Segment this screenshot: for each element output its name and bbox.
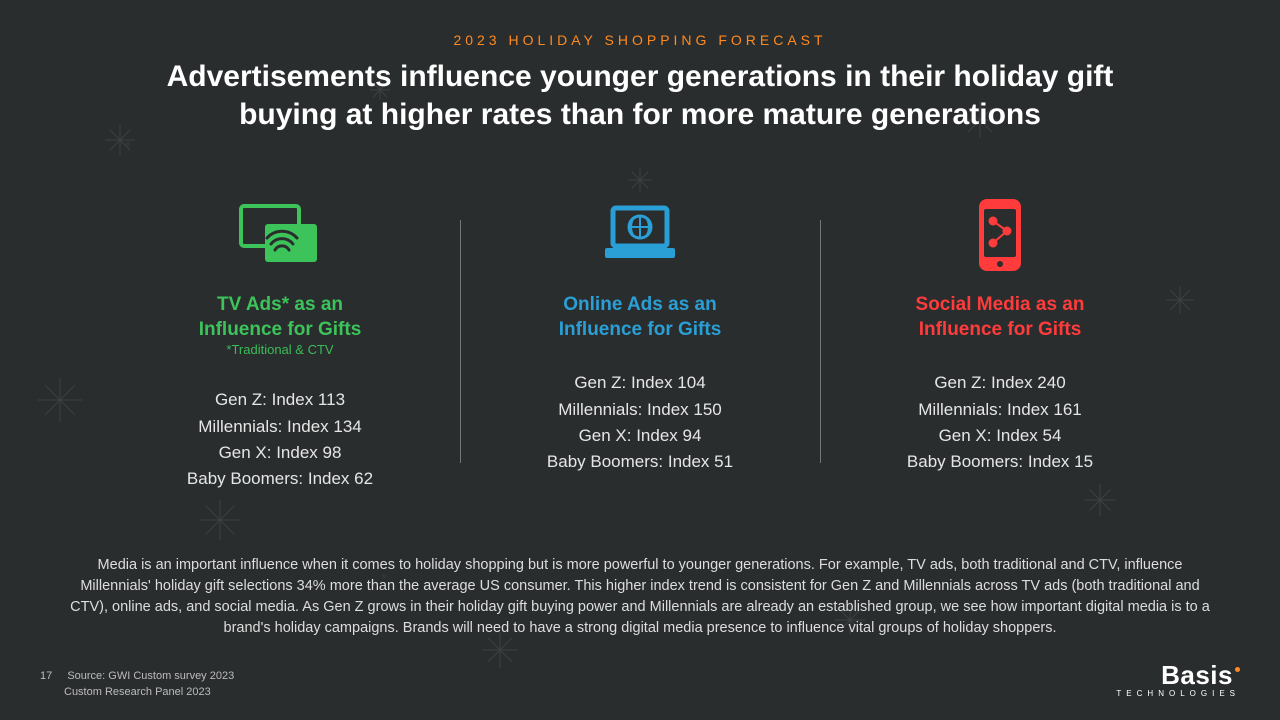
eyebrow-title: 2023 HOLIDAY SHOPPING FORECAST xyxy=(0,32,1280,48)
title-line: Influence for Gifts xyxy=(490,318,790,343)
data-row: Millennials: Index 161 xyxy=(850,397,1150,423)
source-line-1: Source: GWI Custom survey 2023 xyxy=(67,670,234,682)
title-line: Influence for Gifts xyxy=(130,318,430,343)
column-tv-ads: TV Ads* as an Influence for Gifts *Tradi… xyxy=(100,195,460,493)
column-title: Social Media as an Influence for Gifts xyxy=(850,293,1150,342)
main-headline: Advertisements influence younger generat… xyxy=(140,58,1140,133)
columns-container: TV Ads* as an Influence for Gifts *Tradi… xyxy=(100,195,1180,493)
logo-word: Basis xyxy=(1161,660,1233,690)
page-number: 17 xyxy=(40,669,52,684)
column-subtitle: *Traditional & CTV xyxy=(130,342,430,359)
data-row: Gen Z: Index 104 xyxy=(490,370,790,396)
column-online-ads: Online Ads as an Influence for Gifts Gen… xyxy=(460,195,820,493)
phone-social-icon xyxy=(850,195,1150,275)
body-paragraph: Media is an important influence when it … xyxy=(70,555,1210,639)
title-line: Online Ads as an xyxy=(490,293,790,318)
data-row: Baby Boomers: Index 62 xyxy=(130,466,430,492)
data-list: Gen Z: Index 113 Millennials: Index 134 … xyxy=(130,387,430,492)
data-row: Baby Boomers: Index 15 xyxy=(850,449,1150,475)
data-row: Gen X: Index 98 xyxy=(130,440,430,466)
laptop-globe-icon xyxy=(490,195,790,275)
data-row: Gen X: Index 54 xyxy=(850,423,1150,449)
data-row: Gen Z: Index 240 xyxy=(850,370,1150,396)
data-row: Baby Boomers: Index 51 xyxy=(490,449,790,475)
title-line: TV Ads* as an xyxy=(130,293,430,318)
brand-logo: Basis TECHNOLOGIES xyxy=(1116,660,1240,698)
footer-source: 17 Source: GWI Custom survey 2023 Custom… xyxy=(40,669,234,700)
data-row: Gen Z: Index 113 xyxy=(130,387,430,413)
data-row: Gen X: Index 94 xyxy=(490,423,790,449)
logo-subtext: TECHNOLOGIES xyxy=(1116,689,1240,698)
data-list: Gen Z: Index 240 Millennials: Index 161 … xyxy=(850,370,1150,475)
data-list: Gen Z: Index 104 Millennials: Index 150 … xyxy=(490,370,790,475)
tv-wifi-icon xyxy=(130,195,430,275)
column-social-media: Social Media as an Influence for Gifts G… xyxy=(820,195,1180,493)
logo-dot-icon xyxy=(1235,667,1240,672)
column-title: TV Ads* as an Influence for Gifts *Tradi… xyxy=(130,293,430,359)
title-line: Influence for Gifts xyxy=(850,318,1150,343)
source-line-2: Custom Research Panel 2023 xyxy=(64,685,211,700)
title-line: Social Media as an xyxy=(850,293,1150,318)
data-row: Millennials: Index 150 xyxy=(490,397,790,423)
data-row: Millennials: Index 134 xyxy=(130,414,430,440)
column-title: Online Ads as an Influence for Gifts xyxy=(490,293,790,342)
